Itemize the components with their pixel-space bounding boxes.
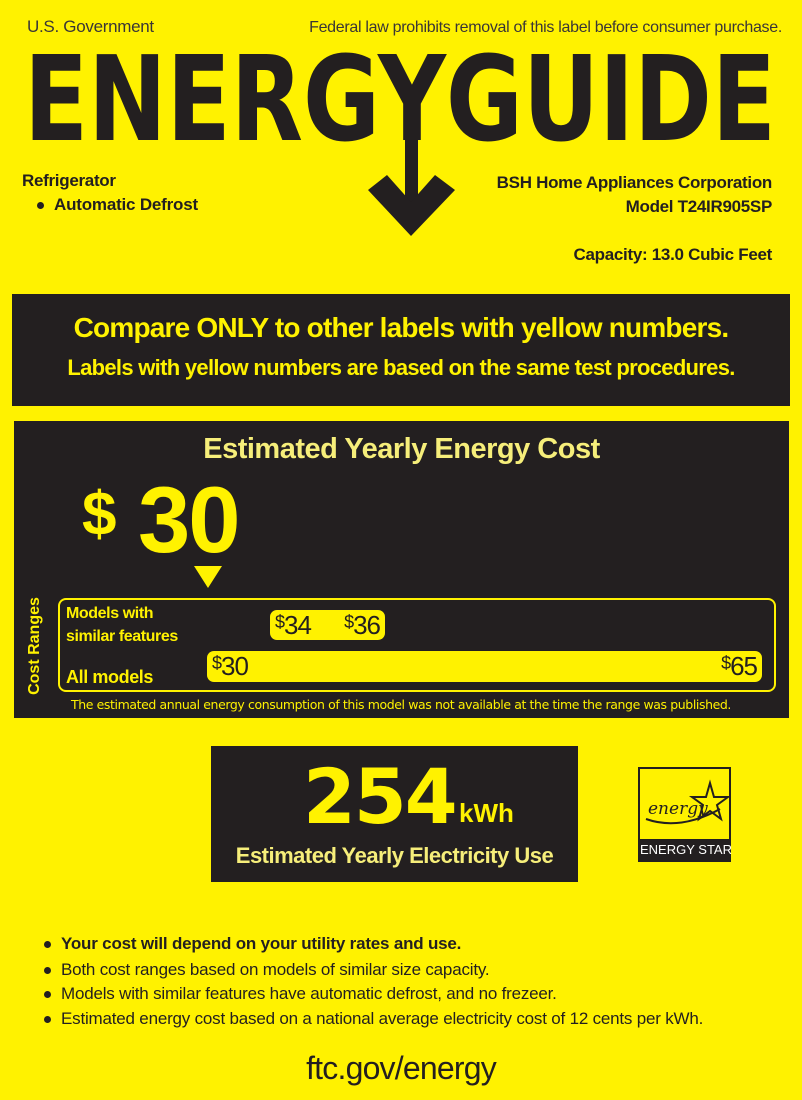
all-min: $30: [212, 651, 249, 681]
feature-item: Automatic Defrost: [37, 195, 198, 215]
note-item: Estimated energy cost based on a nationa…: [44, 1009, 703, 1029]
cost-ranges-box: Models with similar features All models …: [58, 598, 776, 692]
cost-title: Estimated Yearly Energy Cost: [203, 433, 600, 465]
model-number: Model T24IR905SP: [625, 197, 773, 216]
note-item: Your cost will depend on your utility ra…: [44, 934, 461, 954]
ftc-link[interactable]: ftc.gov/energy: [306, 1050, 497, 1086]
similar-range-bar: $34 $36: [270, 610, 385, 640]
svg-text:energy: energy: [648, 799, 708, 819]
note-item: Models with similar features have automa…: [44, 984, 557, 1004]
energy-star-icon: energy: [645, 779, 732, 825]
manufacturer: BSH Home Appliances Corporation: [496, 173, 773, 192]
all-max: $65: [721, 651, 758, 681]
energy-star-label: ENERGY STAR: [640, 839, 732, 860]
logo-arrow-shaft: [405, 135, 418, 215]
similar-label-2: similar features: [66, 628, 178, 645]
compare-banner: Compare ONLY to other labels with yellow…: [12, 294, 790, 406]
compare-line-2: Labels with yellow numbers are based on …: [67, 355, 735, 380]
electricity-use-panel: 254 kWh Estimated Yearly Electricity Use: [211, 746, 578, 882]
similar-label-1: Models with: [66, 605, 154, 622]
all-models-label: All models: [66, 667, 154, 687]
compare-line-1: Compare ONLY to other labels with yellow…: [73, 312, 730, 343]
cost-currency: $: [82, 480, 117, 549]
cost-footnote: The estimated annual energy consumption …: [71, 697, 731, 712]
yearly-cost-panel: Estimated Yearly Energy Cost $ 30 Cost R…: [14, 421, 789, 718]
all-models-range-bar: $30 $65: [207, 651, 762, 682]
feature-text: Automatic Defrost: [54, 195, 198, 214]
cost-ranges-label: Cost Ranges: [26, 597, 43, 695]
gov-label: U.S. Government: [27, 17, 154, 36]
similar-max: $36: [344, 610, 381, 640]
product-type: Refrigerator: [22, 171, 116, 190]
law-notice: Federal law prohibits removal of this la…: [309, 19, 782, 36]
kwh-value: 254: [303, 752, 458, 841]
note-item: Both cost ranges based on models of simi…: [44, 960, 490, 980]
logo-text: ENERGYGUIDE: [24, 40, 776, 168]
cost-marker-triangle-icon: [194, 566, 222, 588]
kwh-unit: kWh: [459, 798, 514, 828]
electricity-label: Estimated Yearly Electricity Use: [235, 843, 554, 868]
similar-min: $34: [275, 610, 312, 640]
energyguide-logo: ENERGYGUIDE: [24, 40, 776, 236]
arrow-down-icon: [368, 175, 455, 236]
cost-value: 30: [138, 467, 241, 572]
capacity: Capacity: 13.0 Cubic Feet: [573, 245, 773, 264]
energy-star-logo: energy ENERGY STAR: [638, 767, 732, 862]
